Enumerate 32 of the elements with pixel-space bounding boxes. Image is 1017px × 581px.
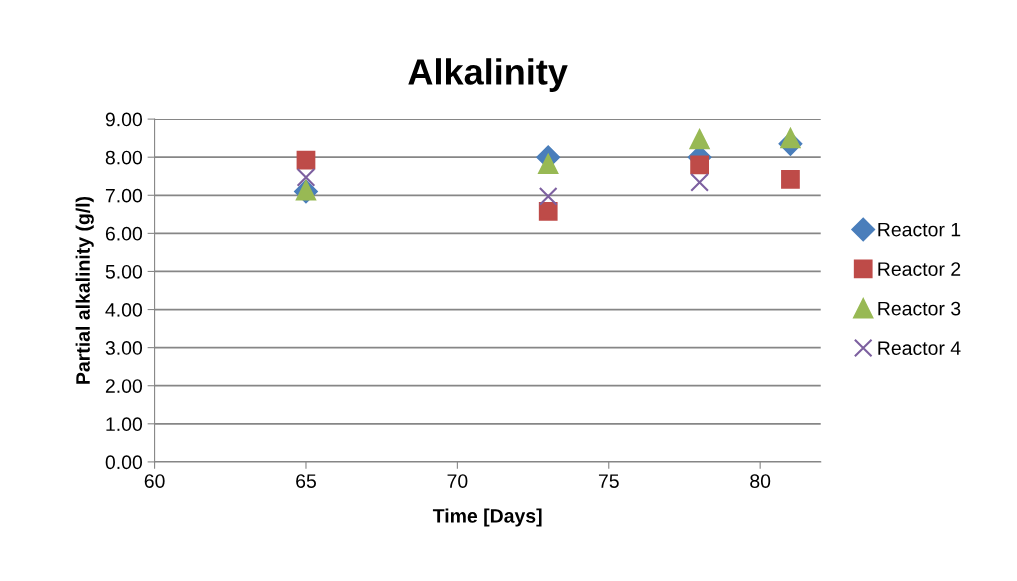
- legend-label: Reactor 3: [878, 301, 961, 316]
- x-tick-label: 60: [144, 474, 165, 488]
- point: [690, 155, 709, 175]
- x-tick-label: 75: [598, 474, 619, 488]
- point: [781, 169, 800, 189]
- point: [538, 187, 558, 206]
- x-axis-title: Time [Days]: [432, 508, 542, 527]
- point: [296, 168, 316, 187]
- x-tick-label: 80: [750, 474, 771, 488]
- legend-label: Reactor 4: [878, 341, 961, 355]
- y-tick-label: 2.00: [105, 379, 143, 393]
- point: [689, 129, 710, 150]
- y-tick-label: 4.00: [105, 303, 143, 317]
- y-tick-label: 8.00: [105, 150, 143, 165]
- y-tick-label: 1.00: [106, 417, 143, 432]
- point: [296, 150, 316, 170]
- point: [538, 201, 558, 221]
- point: [690, 172, 709, 192]
- legend-label: Reactor 1: [878, 222, 961, 237]
- y-tick-label: 9.00: [105, 112, 143, 127]
- point: [538, 153, 559, 175]
- y-tick-label: 6.00: [105, 226, 143, 241]
- y-tick-label: 0.00: [105, 455, 143, 470]
- x-tick-label: 65: [296, 474, 316, 488]
- y-axis-title: Partial alkalinity (g/l): [75, 196, 94, 384]
- y-tick-label: 5.00: [105, 264, 143, 279]
- y-tick-label: 7.00: [105, 188, 143, 203]
- y-tick-label: 3.00: [105, 341, 143, 355]
- x-tick-label: 70: [447, 474, 468, 488]
- point: [780, 128, 801, 149]
- chart-title: Alkalinity: [408, 58, 568, 92]
- legend-label: Reactor 2: [878, 262, 961, 276]
